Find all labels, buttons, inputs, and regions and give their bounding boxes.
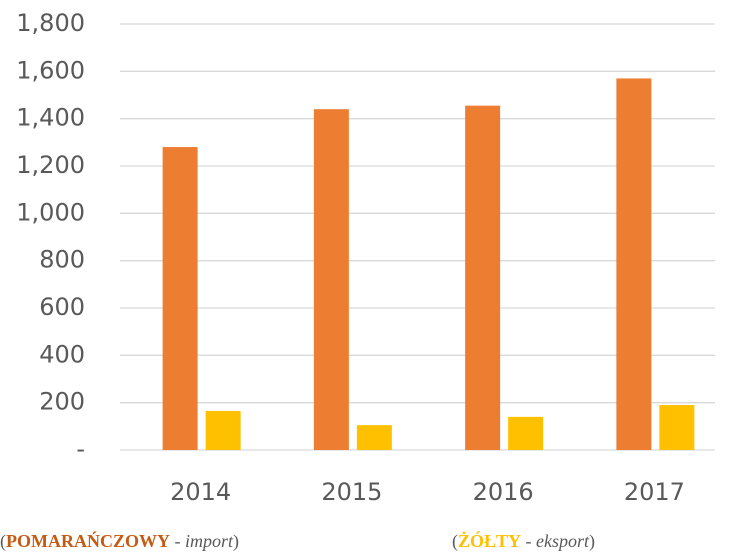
y-tick-label: 1,600 <box>16 56 85 84</box>
bar <box>356 425 392 450</box>
legend-part: import <box>185 531 234 551</box>
y-tick-label: - <box>76 435 85 463</box>
bar <box>465 105 501 451</box>
y-tick-label: 400 <box>39 340 85 368</box>
y-tick-label: 1,800 <box>16 9 85 37</box>
x-tick-label: 2015 <box>321 478 382 506</box>
legend-part: - <box>170 531 185 551</box>
bar <box>313 109 349 450</box>
legend-part: ŻÓŁTY <box>458 530 521 551</box>
bar <box>659 405 695 450</box>
bar <box>205 410 241 450</box>
legend-part: ( <box>0 531 6 552</box>
y-tick-label: 800 <box>39 246 85 274</box>
legend-part: ( <box>452 531 458 552</box>
legend-part: eksport <box>536 531 590 551</box>
legend-part: - <box>521 531 536 551</box>
y-tick-label: 1,400 <box>16 104 85 132</box>
legend-entry: (ŻÓŁTY - eksport) <box>452 530 595 552</box>
bar <box>616 78 652 450</box>
x-tick-label: 2016 <box>473 478 534 506</box>
x-tick-label: 2014 <box>170 478 231 506</box>
legend-part: ) <box>233 531 239 552</box>
legend-part: ) <box>589 531 595 552</box>
y-tick-label: 200 <box>39 388 85 416</box>
legend-part: POMARAŃCZOWY <box>6 530 170 551</box>
y-tick-label: 600 <box>39 293 85 321</box>
legend-entry: (POMARAŃCZOWY - import) <box>0 530 239 552</box>
bar <box>162 147 198 451</box>
bar <box>508 416 544 450</box>
y-tick-label: 1,000 <box>16 198 85 226</box>
y-tick-label: 1,200 <box>16 151 85 179</box>
x-tick-label: 2017 <box>624 478 685 506</box>
